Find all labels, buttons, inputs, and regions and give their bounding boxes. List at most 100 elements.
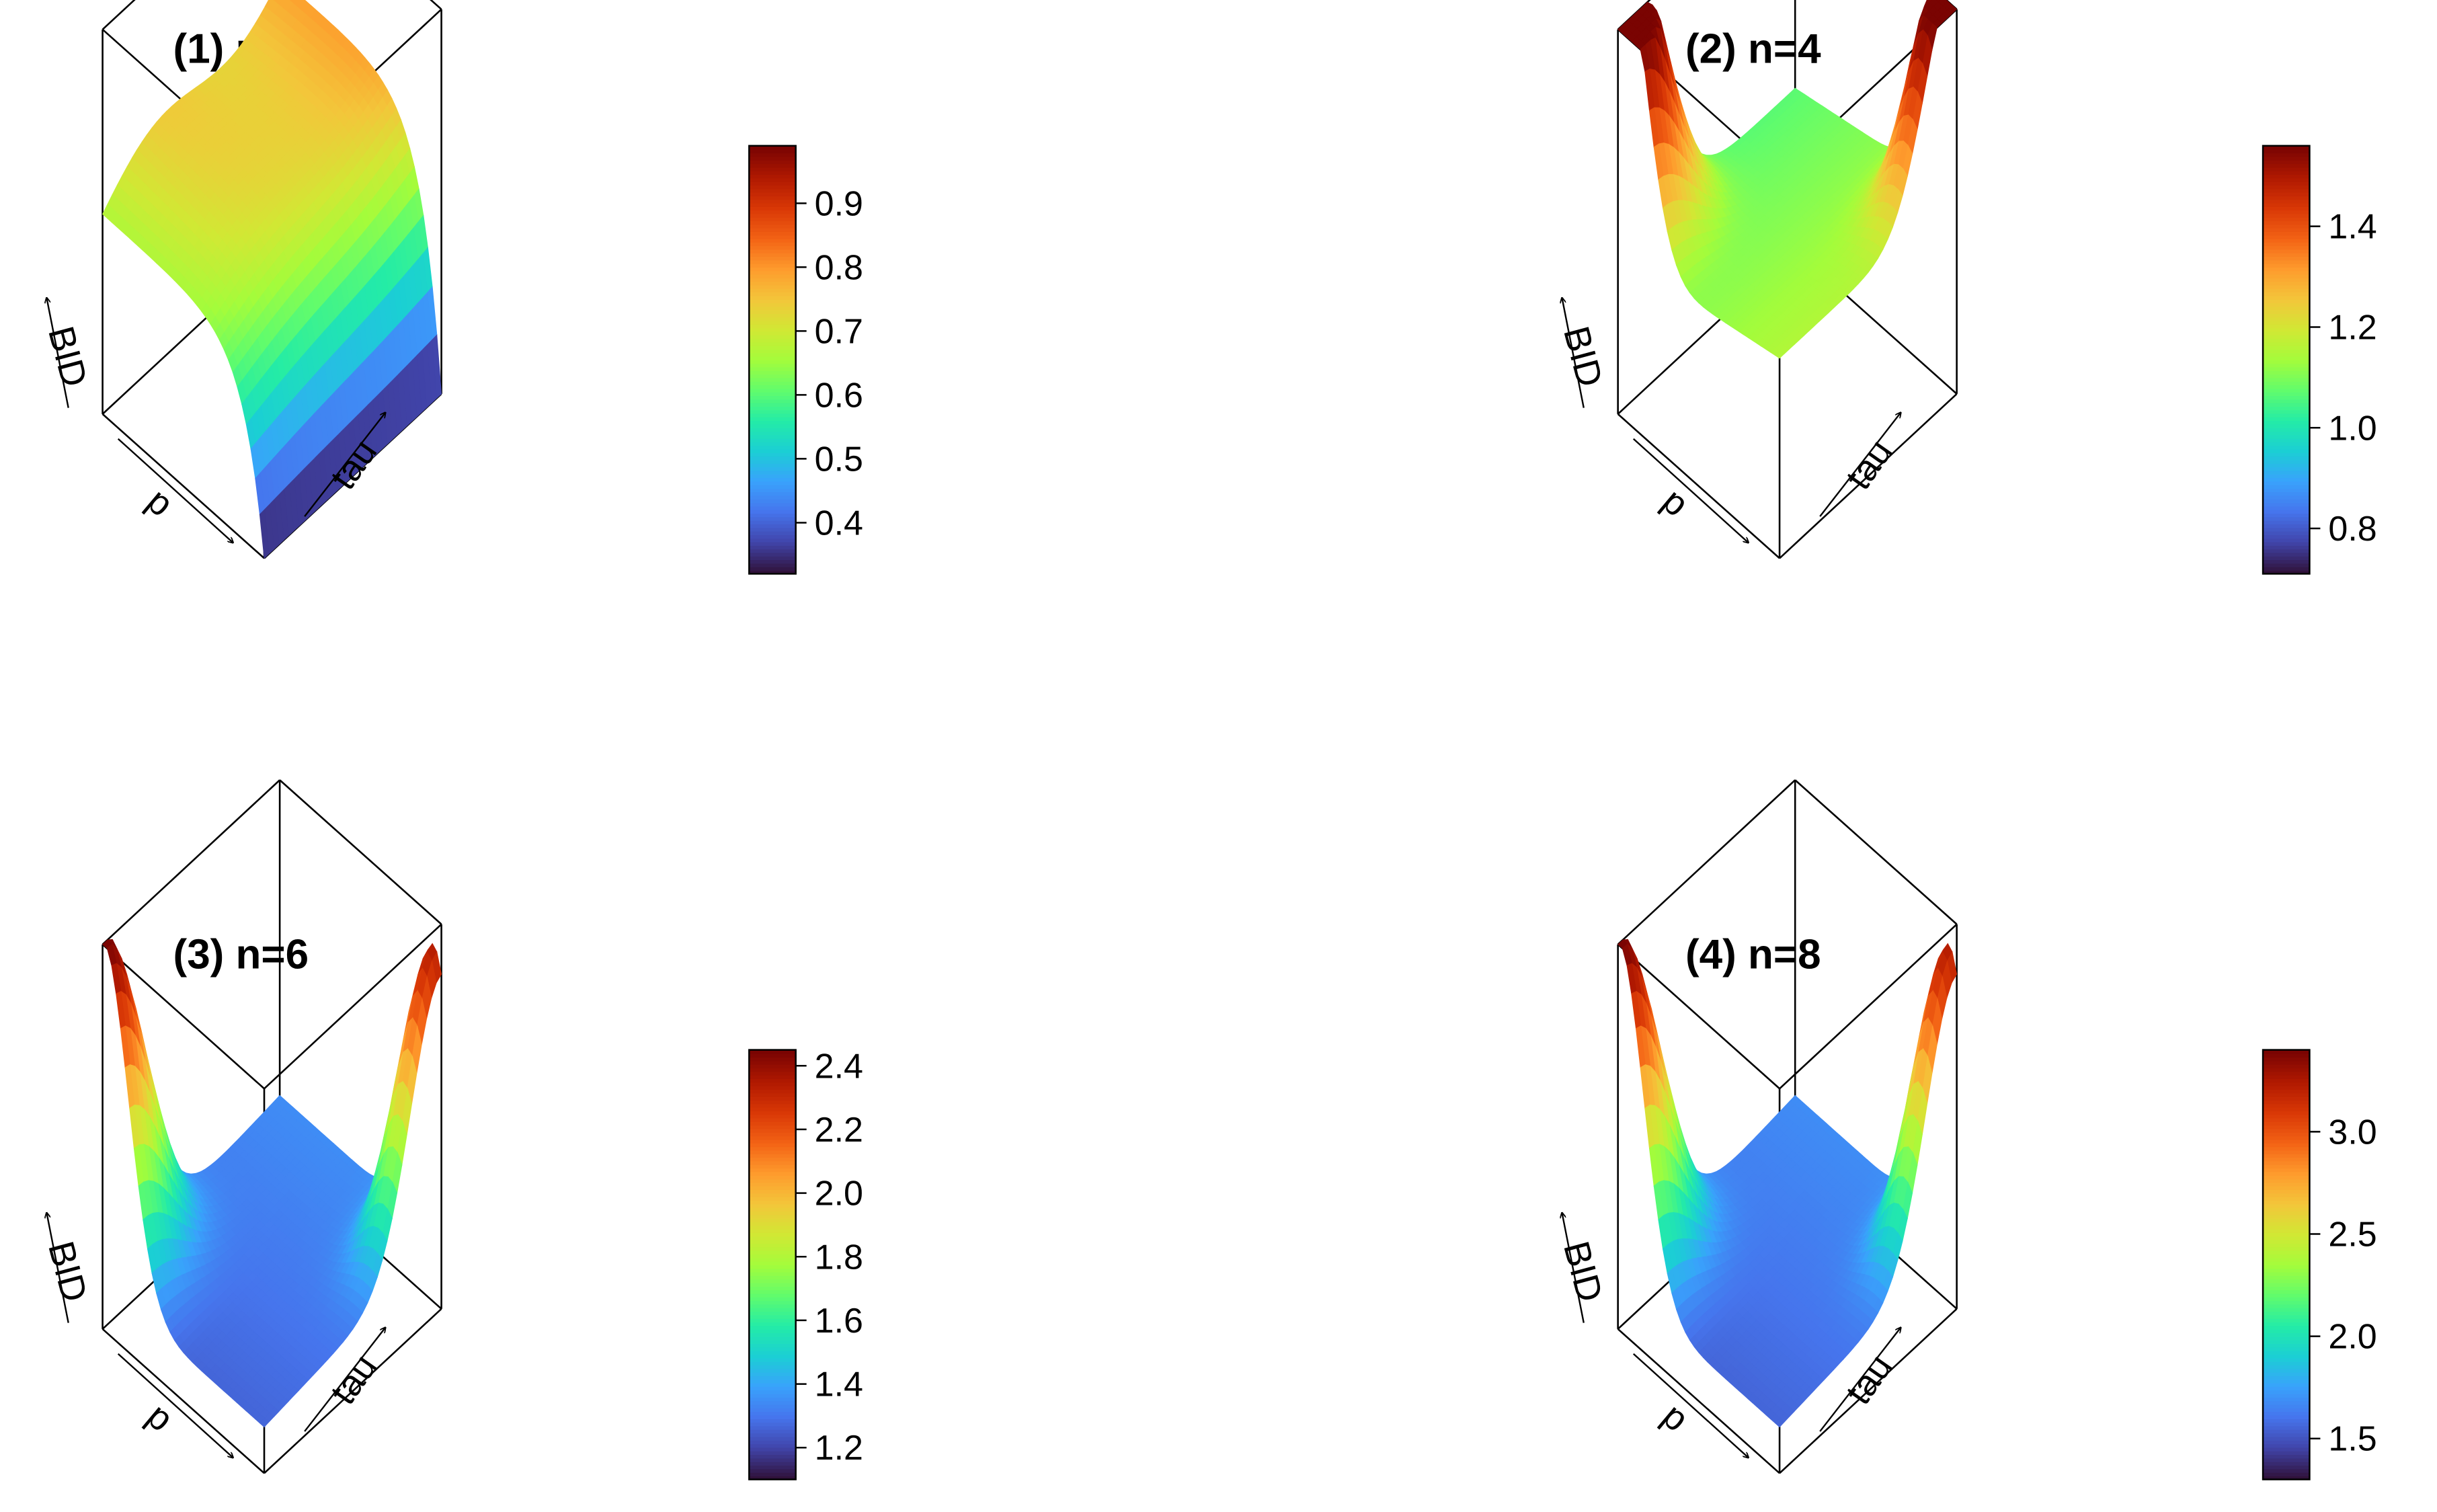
colorbar-tick-label: 2.4 [815,1047,863,1086]
colorbar-band [749,1243,796,1248]
colorbar-band [749,431,796,436]
colorbar-band [2263,399,2310,403]
colorbar-band [749,1433,796,1437]
colorbar-band [2263,442,2310,446]
colorbar-band [749,153,796,157]
axis-arrows [46,298,385,543]
colorbar-band [749,1222,796,1226]
colorbar-band [749,1347,796,1351]
colorbar-band [749,559,796,564]
colorbar-band [749,570,796,575]
colorbar-band [2263,202,2310,207]
colorbar-band [2263,516,2310,521]
colorbar-band [2263,149,2310,154]
colorbar-band [749,1368,796,1373]
colorbar-band [749,555,796,561]
colorbar-band [2263,538,2310,543]
colorbar-band [2263,221,2310,225]
colorbar-tick-label: 0.8 [2328,510,2376,549]
colorbar-band [749,424,796,428]
colorbar-band [749,352,796,357]
colorbar-band [2263,438,2310,442]
colorbar-band [749,1193,796,1197]
colorbar-band [2263,331,2310,335]
colorbar-band [2263,167,2310,171]
colorbar-band [2263,360,2310,364]
colorbar-band [2263,327,2310,332]
colorbar-band [749,1350,796,1355]
colorbar-band [749,1336,796,1341]
colorbar-band [749,499,796,504]
box-edge [1779,923,1958,1090]
colorbar-band [2263,153,2310,157]
colorbar-band [2263,309,2310,314]
colorbar-band [749,327,796,332]
colorbar-band [2263,388,2310,393]
colorbar-band [749,1125,796,1129]
colorbar-band [749,452,796,457]
colorbar-band [2263,459,2310,464]
colorbar-band [749,463,796,468]
colorbar-band [2263,242,2310,247]
colorbar-band [749,1415,796,1419]
surface-mesh [102,0,442,559]
colorbar-band [2263,509,2310,514]
colorbar-band [749,1175,796,1180]
colorbar-band [749,1404,796,1408]
box-edge [264,923,442,1090]
colorbar-band [749,427,796,432]
colorbar-band [749,1068,796,1072]
colorbar-band [749,170,796,175]
p-axis-arrow [117,1353,233,1458]
colorbar-band [749,549,796,553]
colorbar-tick-label: 2.0 [815,1175,863,1213]
colorbar-tick-label: 0.6 [815,376,863,415]
tau-axis-arrow [1819,413,1901,517]
colorbar-band [2263,434,2310,439]
colorbar-band [749,1275,796,1280]
colorbar-band [2263,456,2310,461]
colorbar-band [749,313,796,318]
colorbar-band [2263,448,2310,453]
colorbar-band [749,438,796,442]
colorbar-band [2263,163,2310,168]
colorbar-band [749,1447,796,1451]
colorbar-band [749,224,796,229]
colorbar-band [749,1089,796,1094]
box-edge [279,779,442,925]
colorbar-band [749,263,796,268]
colorbar-band [749,1297,796,1302]
colorbar-band [749,1196,796,1201]
colorbar-band [749,1160,796,1165]
colorbar-band [749,445,796,450]
colorbar-band [749,374,796,379]
colorbar-band [749,292,796,296]
colorbar-band [749,1332,796,1337]
colorbar-band [749,413,796,417]
colorbar-band [749,221,796,225]
colorbar-band [749,1282,796,1287]
colorbar-band [749,303,796,307]
colorbar-band [749,530,796,535]
colorbar-band [2263,534,2310,539]
colorbar-band [749,488,796,493]
colorbar-band [2263,545,2310,550]
colorbar-band [749,395,796,400]
colorbar-band [2263,491,2310,496]
colorbar-band [749,1271,796,1276]
colorbar-band [749,317,796,321]
colorbar-frame [748,1049,797,1480]
colorbar-band [2263,470,2310,475]
colorbar-tick-label: 0.4 [815,504,863,543]
colorbar-band [749,459,796,464]
colorbar-band [749,1074,796,1080]
colorbar: 0.81.01.21.4 [2262,145,2377,575]
colorbar-band [2263,238,2310,243]
colorbar-tick-label: 2.2 [815,1111,863,1150]
colorbar-band [749,306,796,311]
colorbar-band [749,467,796,471]
colorbar: 1.21.41.61.82.02.22.4 [748,1047,863,1480]
